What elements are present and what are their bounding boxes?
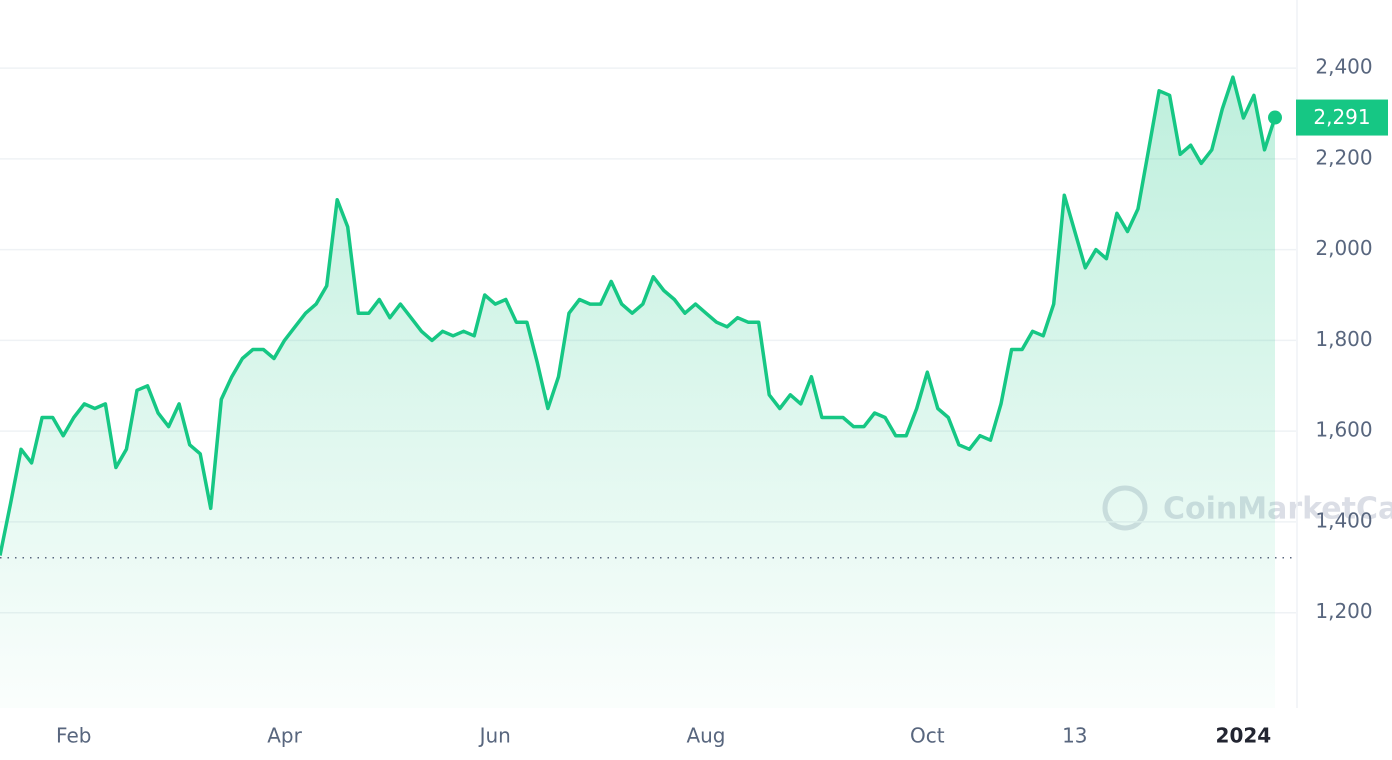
y-tick-label: 1,200 [1315,599,1372,623]
price-line [0,75,1277,556]
price-badge-label: 2,291 [1313,105,1370,129]
price-badge [1296,99,1388,136]
y-tick-label: 1,600 [1315,418,1372,442]
x-tick-label: Jun [478,724,511,748]
y-tick-label: 2,000 [1315,236,1372,260]
x-tick-label: Oct [910,724,945,748]
y-tick-label: 2,400 [1315,55,1372,79]
x-tick-label: Apr [267,724,302,748]
x-tick-label: 2024 [1216,724,1272,748]
y-tick-label: 1,800 [1315,327,1372,351]
y-tick-label: 2,200 [1315,145,1372,169]
x-tick-label: 13 [1062,724,1087,748]
y-tick-label: 1,400 [1315,508,1372,532]
last-point [1268,110,1282,125]
area-fill [0,77,1275,708]
x-tick-label: Aug [686,724,725,748]
x-tick-label: Feb [56,724,91,748]
